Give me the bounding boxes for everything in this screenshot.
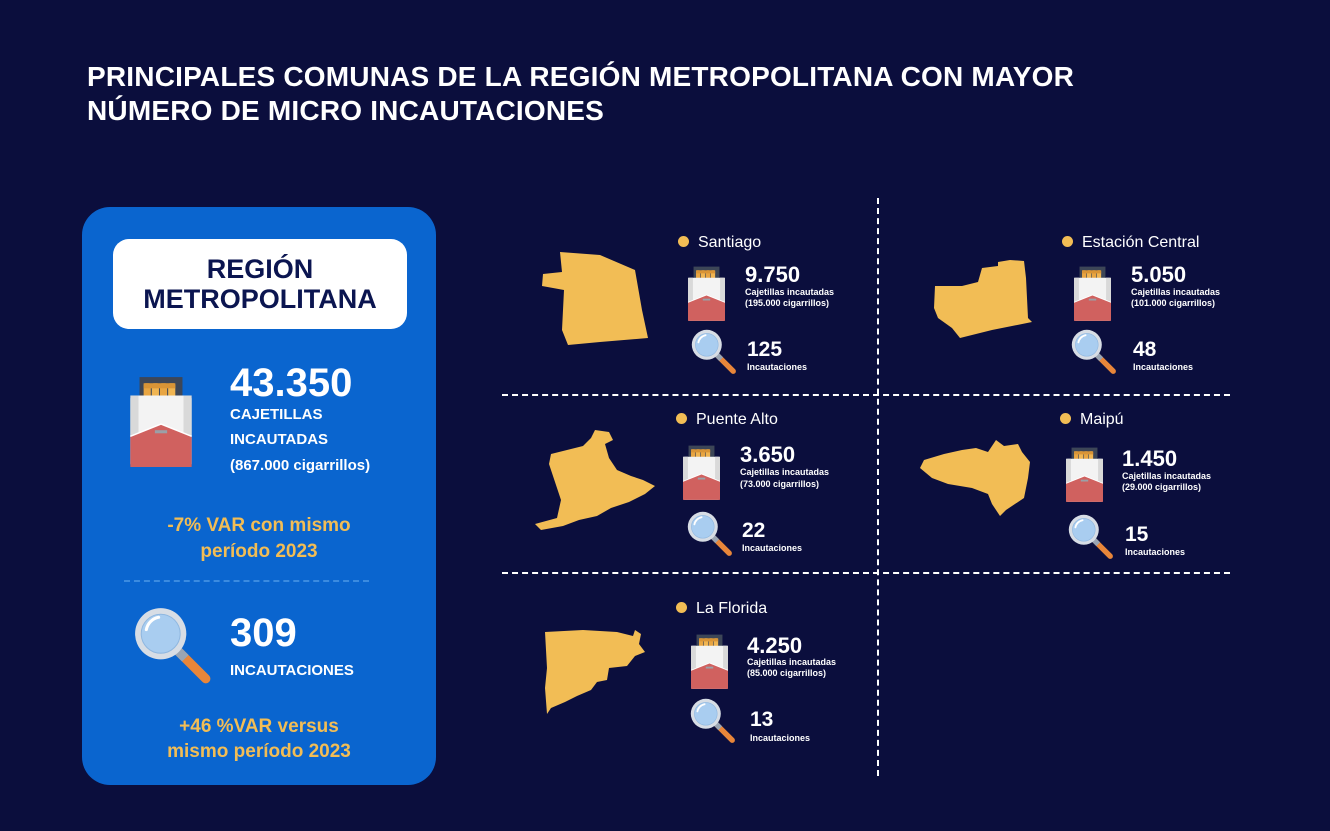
packs-label: Cajetillas incautadas bbox=[740, 467, 830, 477]
packs-value: 1.450 bbox=[1122, 446, 1178, 471]
seizures-label: Incautaciones bbox=[1125, 547, 1186, 557]
magnifier-icon bbox=[1067, 513, 1115, 561]
region-summary-card: REGIÓN METROPOLITANA 43.350 CAJETILLAS I… bbox=[82, 207, 436, 785]
estacion-central-map bbox=[934, 260, 1032, 338]
puente-alto-map bbox=[535, 430, 655, 530]
region-seizures-value: 309 bbox=[230, 611, 297, 655]
bullet-dot bbox=[1060, 413, 1071, 424]
region-packs-label-2: INCAUTADAS bbox=[230, 431, 329, 448]
vertical-divider bbox=[877, 198, 879, 776]
cigarettes-count: (73.000 cigarrillos) bbox=[740, 479, 820, 489]
cigarettes-count: (195.000 cigarrillos) bbox=[745, 298, 830, 308]
magnifier-icon bbox=[686, 510, 734, 558]
region-name-line-2: METROPOLITANA bbox=[143, 284, 377, 314]
seizures-value: 125 bbox=[747, 338, 783, 361]
region-seizures-variation-2: mismo período 2023 bbox=[167, 741, 351, 762]
cigarettes-count: (29.000 cigarrillos) bbox=[1122, 482, 1202, 492]
cigarette-pack-icon bbox=[1066, 445, 1103, 502]
cigarettes-count: (85.000 cigarrillos) bbox=[747, 668, 827, 678]
seizures-value: 48 bbox=[1133, 338, 1157, 361]
divider bbox=[124, 580, 369, 582]
magnifier-icon bbox=[690, 328, 738, 376]
maipu-map bbox=[920, 440, 1030, 516]
cigarette-pack-icon bbox=[691, 632, 728, 689]
seizures-label: Incautaciones bbox=[750, 733, 811, 743]
bullet-dot bbox=[676, 413, 687, 424]
region-packs-variation-2: período 2023 bbox=[200, 541, 318, 562]
seizures-label: Incautaciones bbox=[742, 543, 803, 553]
seizures-value: 15 bbox=[1125, 523, 1149, 546]
seizures-value: 22 bbox=[742, 519, 766, 542]
region-packs-cigarettes: (867.000 cigarrillos) bbox=[230, 457, 371, 474]
magnifier-icon bbox=[689, 697, 737, 745]
page-title: PRINCIPALES COMUNAS DE LA REGIÓN METROPO… bbox=[87, 60, 1187, 128]
comuna-name: Maipú bbox=[1060, 411, 1124, 429]
horizontal-divider-2 bbox=[502, 572, 1230, 574]
title-line-1: PRINCIPALES COMUNAS DE LA REGIÓN METROPO… bbox=[87, 61, 1075, 92]
santiago-map bbox=[542, 252, 648, 345]
region-seizures-label: INCAUTACIONES bbox=[230, 662, 354, 679]
seizures-label: Incautaciones bbox=[1133, 362, 1194, 372]
cigarette-pack-icon bbox=[688, 264, 725, 321]
region-name-badge: REGIÓN METROPOLITANA bbox=[113, 239, 407, 329]
bullet-dot bbox=[1062, 236, 1073, 247]
region-packs-label-1: CAJETILLAS bbox=[230, 406, 323, 423]
packs-value: 3.650 bbox=[740, 442, 796, 467]
comuna-name: Santiago bbox=[678, 234, 761, 252]
comuna-name: Puente Alto bbox=[676, 411, 778, 429]
seizures-label: Incautaciones bbox=[747, 362, 808, 372]
packs-value: 4.250 bbox=[747, 633, 803, 658]
comuna-name: La Florida bbox=[676, 600, 767, 618]
region-packs-variation-1: -7% VAR con mismo bbox=[167, 515, 351, 536]
seizures-value: 13 bbox=[750, 708, 774, 731]
packs-value: 9.750 bbox=[745, 262, 801, 287]
packs-label: Cajetillas incautadas bbox=[1131, 287, 1221, 297]
la-florida-map bbox=[545, 630, 645, 714]
bullet-dot bbox=[678, 236, 689, 247]
packs-value: 5.050 bbox=[1131, 262, 1187, 287]
cigarette-pack-icon bbox=[683, 443, 720, 500]
cigarettes-count: (101.000 cigarrillos) bbox=[1131, 298, 1216, 308]
region-seizures-variation-1: +46 %VAR versus bbox=[179, 716, 339, 737]
packs-label: Cajetillas incautadas bbox=[1122, 471, 1212, 481]
horizontal-divider-1 bbox=[502, 394, 1230, 396]
comuna-name: Estación Central bbox=[1062, 234, 1199, 252]
bullet-dot bbox=[676, 602, 687, 613]
region-packs-value: 43.350 bbox=[230, 361, 353, 405]
magnifier-icon bbox=[1070, 328, 1118, 376]
packs-label: Cajetillas incautadas bbox=[745, 287, 835, 297]
magnifier-icon bbox=[132, 605, 214, 687]
cigarette-pack-icon bbox=[1074, 264, 1111, 321]
title-line-2: NÚMERO DE MICRO INCAUTACIONES bbox=[87, 95, 605, 126]
packs-label: Cajetillas incautadas bbox=[747, 657, 837, 667]
cigarette-pack-icon bbox=[130, 373, 192, 467]
region-name-line-1: REGIÓN bbox=[206, 254, 314, 284]
